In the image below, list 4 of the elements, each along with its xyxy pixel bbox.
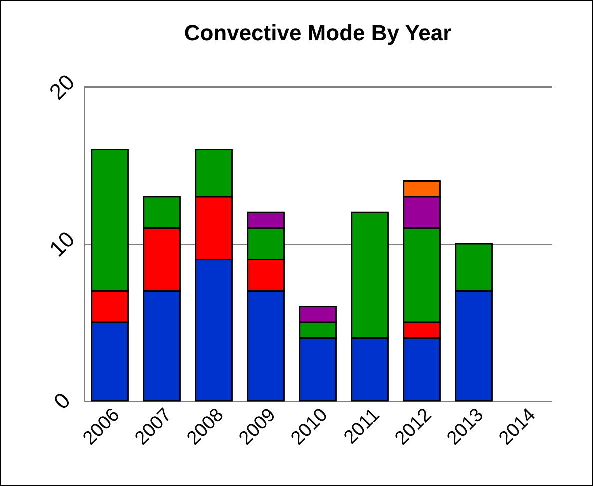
chart-title: Convective Mode By Year bbox=[184, 20, 452, 46]
y-tick-label: 10 bbox=[44, 226, 80, 262]
y-tick-label: 0 bbox=[48, 388, 76, 414]
y-tick-label: 20 bbox=[44, 70, 80, 105]
